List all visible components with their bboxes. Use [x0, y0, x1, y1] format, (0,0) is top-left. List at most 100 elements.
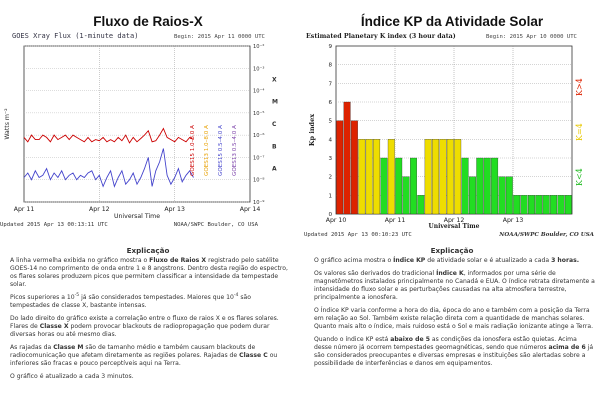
kp-scale-label: K<4	[575, 168, 584, 186]
kp-bar	[417, 195, 425, 215]
x-axis-label: Universal Time	[114, 213, 160, 220]
y-tick-label: 5	[328, 119, 332, 125]
kp-bar	[513, 195, 521, 215]
y-tick-label: 9	[328, 44, 332, 50]
y-tick-label: 2	[328, 175, 332, 181]
kp-bar	[476, 157, 484, 215]
y-tick-label: 10⁻³	[253, 66, 264, 72]
xray-title: Fluxo de Raios-X	[93, 14, 203, 29]
updated-label: Updated 2015 Apr 13 00:13:11 UTC	[0, 222, 108, 228]
kp-bar	[439, 139, 447, 215]
x-tick-label: Apr 11	[14, 206, 35, 213]
flare-class-label: M	[272, 99, 278, 106]
kp-bar	[380, 157, 388, 215]
kp-bar	[564, 195, 572, 215]
kp-bar	[432, 139, 440, 215]
y-axis-label: Watts m⁻²	[4, 108, 11, 140]
credit-label: NOAA/SWPC Boulder, CO USA	[498, 232, 594, 238]
kp-paragraph: O Índice KP varia conforme a hora do dia…	[314, 307, 594, 330]
xray-paragraph: O gráfico é atualizado a cada 3 minutos.	[10, 373, 134, 380]
y-tick-label: 10⁻⁴	[253, 89, 264, 95]
kp-bar	[402, 176, 410, 215]
kp-bar	[336, 120, 344, 215]
kp-bar	[491, 157, 499, 215]
kp-scale-label: K=4	[575, 123, 584, 141]
begin-label: Begin: 2015 Apr 10 0000 UTC	[486, 34, 577, 40]
y-tick-label: 7	[328, 81, 332, 87]
x-tick-label: Apr 13	[503, 217, 524, 224]
kp-bar	[387, 139, 395, 215]
xray-paragraph: Do lado direito do gráfico existe a corr…	[10, 315, 279, 338]
y-tick-label: 1	[328, 193, 332, 199]
kp-bar	[446, 139, 454, 215]
kp-chart: Estimated Planetary K index (3 hour data…	[304, 33, 595, 238]
y-tick-label: 0	[328, 212, 332, 218]
kp-bar	[542, 195, 550, 215]
x-tick-label: Apr 11	[385, 217, 406, 224]
kp-bar	[343, 101, 351, 215]
kp-bar	[358, 139, 366, 215]
xray-paragraph: As rajadas da Classe M são de tamanho mé…	[10, 344, 278, 367]
legend-entry: GOES15 1.0–8.0 A	[190, 125, 196, 176]
kp-bar	[498, 176, 506, 215]
y-tick-label: 10⁻⁷	[253, 155, 264, 161]
kp-bar	[424, 139, 432, 215]
y-tick-label: 8	[328, 63, 332, 69]
legend-entry: GOES13 0.5–4.0 A	[232, 125, 238, 176]
kp-title: Índice KP da Atividade Solar	[360, 14, 544, 29]
y-tick-label: 10⁻⁹	[253, 200, 264, 206]
y-tick-label: 10⁻⁸	[253, 178, 264, 184]
kp-bar	[395, 157, 403, 215]
kp-bar	[454, 139, 462, 215]
kp-bar	[483, 157, 491, 215]
kp-bar	[550, 195, 558, 215]
kp-bar	[410, 157, 417, 215]
kp-bar	[469, 176, 476, 215]
kp-explanation-title: Explicação	[430, 246, 474, 255]
y-tick-label: 10⁻⁵	[253, 111, 264, 117]
kp-bar	[365, 139, 373, 215]
flare-class-label: B	[272, 143, 277, 150]
xray-explanation-title: Explicação	[126, 246, 170, 255]
x-tick-label: Apr 12	[444, 217, 465, 224]
kp-scale-label: K>4	[575, 78, 584, 96]
kp-explanation-text: O gráfico acima mostra o Índice KP de at…	[314, 257, 596, 373]
y-axis-label: Kp index	[308, 114, 316, 146]
legend-entry: GOES13 1.0–8.0 A	[204, 125, 210, 176]
y-tick-label: 6	[328, 100, 332, 106]
chart-title: GOES Xray Flux (1-minute data)	[12, 32, 138, 40]
flare-class-label: C	[272, 121, 277, 128]
kp-bar	[461, 157, 469, 215]
kp-paragraph: O gráfico acima mostra o Índice KP de at…	[314, 257, 580, 264]
series-line	[23, 148, 194, 188]
legend-entry: GOES15 0.5–4.0 A	[218, 125, 224, 176]
xray-chart: GOES Xray Flux (1-minute data) Begin: 201…	[0, 32, 278, 228]
updated-label: Updated 2015 Apr 13 00:10:23 UTC	[304, 232, 412, 238]
flare-class-label: A	[272, 166, 277, 173]
kp-paragraph: Os valores são derivados do tradicional …	[314, 270, 595, 301]
y-tick-label: 10⁻⁶	[253, 133, 264, 139]
kp-bar	[350, 120, 358, 215]
credit-label: NOAA/SWPC Boulder, CO USA	[174, 222, 259, 228]
kp-bar	[520, 195, 528, 215]
x-tick-label: Apr 10	[326, 217, 347, 224]
chart-title: Estimated Planetary K index (3 hour data…	[306, 33, 456, 40]
plot-frame	[23, 45, 251, 203]
x-tick-label: Apr 14	[240, 206, 261, 213]
xray-paragraph: Picos superiores a 10-5 já são considera…	[10, 292, 251, 309]
y-tick-label: 10⁻²	[253, 44, 264, 50]
kp-bar	[528, 195, 535, 215]
kp-paragraph: Quando o índice KP está abaixo de 5 as c…	[314, 336, 594, 367]
flare-class-label: X	[272, 76, 277, 83]
kp-bar	[373, 139, 381, 215]
series-line	[23, 127, 194, 144]
x-axis-label: Universal Time	[429, 223, 480, 230]
xray-explanation-text: A linha vermelha exibida no gráfico most…	[10, 257, 292, 386]
y-tick-label: 4	[328, 137, 332, 143]
x-tick-label: Apr 12	[89, 206, 110, 213]
begin-label: Begin: 2015 Apr 11 0000 UTC	[174, 34, 265, 40]
kp-bar	[505, 176, 513, 215]
x-tick-label: Apr 13	[164, 206, 185, 213]
kp-bar	[557, 195, 565, 215]
kp-bar	[535, 195, 543, 215]
